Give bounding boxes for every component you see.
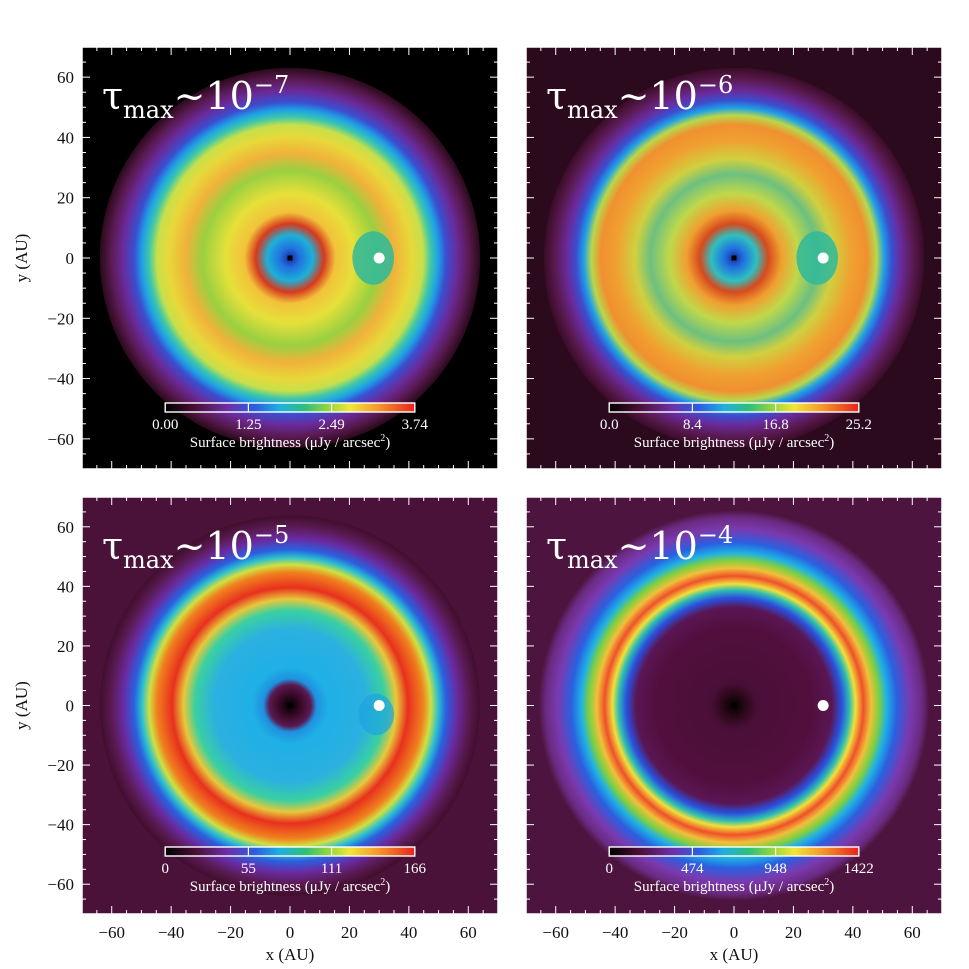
planet-marker [817, 700, 829, 711]
colorbar-tick-label: 3.74 [402, 417, 429, 433]
x-tick-label: −20 [661, 923, 688, 942]
x-tick-label: 60 [460, 923, 477, 942]
planet-marker [817, 252, 829, 264]
x-tick-label: 60 [904, 923, 921, 942]
planet-gap [796, 231, 838, 285]
y-tick-label: −20 [47, 309, 74, 328]
colorbar-tick-label: 2.49 [318, 417, 344, 433]
y-axis-title: y (AU) [12, 234, 31, 283]
y-tick-label: 40 [57, 577, 74, 596]
y-tick-label: 60 [57, 518, 74, 537]
colorbar-tick-label: 0 [161, 861, 169, 877]
x-tick-label: 40 [844, 923, 861, 942]
tau-label: τmax~10−5 [102, 521, 289, 574]
planet-gap [358, 693, 394, 736]
colorbar-tick-label: 25.2 [846, 417, 872, 433]
x-tick-label: −60 [98, 923, 125, 942]
colorbar-tick-label: 55 [241, 861, 256, 877]
star-marker [731, 703, 737, 708]
y-tick-label: 20 [57, 637, 74, 656]
heatmap-area [526, 497, 942, 914]
y-tick-label: 0 [66, 249, 75, 268]
colorbar-tick-label: 0.00 [152, 417, 178, 433]
colorbar-label: Surface brightness (μJy / arcsec2) [634, 877, 834, 895]
y-tick-label: 60 [57, 68, 74, 87]
x-tick-label: 20 [341, 923, 358, 942]
x-tick-label: 20 [785, 923, 802, 942]
panel-top-left: 0.00 1.25 2.49 3.74 Surface brightness (μJy … [81, 46, 499, 470]
x-axis-title: x (AU) [710, 945, 759, 964]
tau-label: τmax~10−6 [546, 71, 733, 124]
planet-marker [373, 700, 385, 711]
x-tick-label: −20 [217, 923, 244, 942]
y-tick-label: −40 [47, 370, 74, 389]
x-axis-title: x (AU) [266, 945, 315, 964]
panel-top-right: 0.0 8.4 16.8 25.2 Surface brightness (μJy / … [525, 46, 943, 470]
x-tick-label: −40 [602, 923, 629, 942]
y-tick-label: 20 [57, 189, 74, 208]
colorbar-tick-label: 166 [404, 861, 427, 877]
x-tick-label: 0 [286, 923, 295, 942]
colorbar-tick-label: 1.25 [235, 417, 261, 433]
planet-gap [352, 231, 395, 285]
colorbar [164, 846, 416, 857]
star-marker [287, 703, 293, 708]
tau-label: τmax~10−4 [546, 521, 733, 574]
star-marker [731, 255, 737, 261]
y-axis-title: y (AU) [12, 681, 31, 730]
heatmap-area [82, 497, 498, 914]
heatmap-area [82, 47, 498, 469]
colorbar [608, 402, 860, 413]
y-tick-label: −60 [47, 875, 74, 894]
y-tick-label: 40 [57, 128, 74, 147]
colorbar-tick-label: 0.0 [600, 417, 619, 433]
y-tick-label: −40 [47, 816, 74, 835]
colorbar-tick-label: 0 [605, 861, 613, 877]
x-tick-label: −60 [542, 923, 569, 942]
colorbar-tick-label: 16.8 [762, 417, 788, 433]
colorbar-tick-label: 1422 [844, 861, 874, 877]
colorbar-label: Surface brightness (μJy / arcsec2) [190, 877, 390, 895]
panel-bottom-right: 0 474 948 1422 Surface brightness (μJy / arc… [525, 496, 943, 915]
heatmap-area [526, 47, 942, 469]
y-tick-label: 0 [66, 697, 75, 716]
planet-marker [373, 252, 385, 264]
y-tick-label: −20 [47, 756, 74, 775]
star-marker [287, 255, 293, 261]
colorbar [608, 846, 860, 857]
colorbar-tick-label: 111 [321, 861, 342, 877]
colorbar-tick-label: 8.4 [683, 417, 702, 433]
x-tick-label: 0 [730, 923, 739, 942]
panel-bottom-left: 0 55 111 166 Surface brightness (μJy / arcse… [81, 496, 499, 915]
tau-label: τmax~10−7 [102, 71, 289, 124]
colorbar-tick-label: 474 [681, 861, 704, 877]
colorbar-label: Surface brightness (μJy / arcsec2) [190, 433, 390, 451]
colorbar-label: Surface brightness (μJy / arcsec2) [634, 433, 834, 451]
y-tick-label: −60 [47, 430, 74, 449]
colorbar-tick-label: 948 [764, 861, 787, 877]
x-tick-label: −40 [158, 923, 185, 942]
x-tick-label: 40 [400, 923, 417, 942]
colorbar [164, 402, 416, 413]
